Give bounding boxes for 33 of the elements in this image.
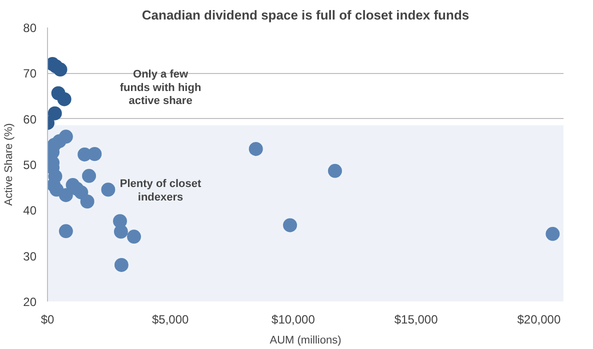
point <box>88 147 102 161</box>
y-tick-label: 80 <box>23 21 37 35</box>
point <box>283 218 298 232</box>
point <box>546 226 560 241</box>
x-axis-title: AUM (millions) <box>270 334 342 346</box>
point <box>82 168 96 183</box>
x-tick-label: $5,000 <box>152 312 190 326</box>
x-tick-label: $0 <box>40 312 54 326</box>
y-tick-label: 40 <box>23 204 37 218</box>
annotation: Only a few funds with high active share <box>120 68 202 107</box>
point <box>114 258 128 272</box>
annotation: Plenty of closet indexers <box>120 178 202 204</box>
x-tick-label: $20,000 <box>517 312 561 326</box>
point <box>48 106 62 120</box>
point <box>101 182 116 197</box>
y-tick-label: 50 <box>23 158 37 172</box>
y-axis-title: Active Share (%) <box>3 123 16 206</box>
chart-title: Canadian dividend space is full of closet index funds <box>142 8 470 22</box>
x-tick-label: $10,000 <box>272 312 316 326</box>
point <box>114 224 128 239</box>
point <box>58 224 73 238</box>
x-tick-label: $15,000 <box>394 312 438 326</box>
point <box>328 164 342 178</box>
y-tick-label: 60 <box>23 112 37 126</box>
point <box>126 230 141 244</box>
point <box>248 142 263 156</box>
y-tick-label: 70 <box>23 66 37 81</box>
y-tick-label: 30 <box>23 249 37 264</box>
point <box>80 194 94 208</box>
point <box>58 188 73 202</box>
point <box>53 62 68 76</box>
y-tick-label: 20 <box>23 295 37 309</box>
point <box>57 92 72 106</box>
